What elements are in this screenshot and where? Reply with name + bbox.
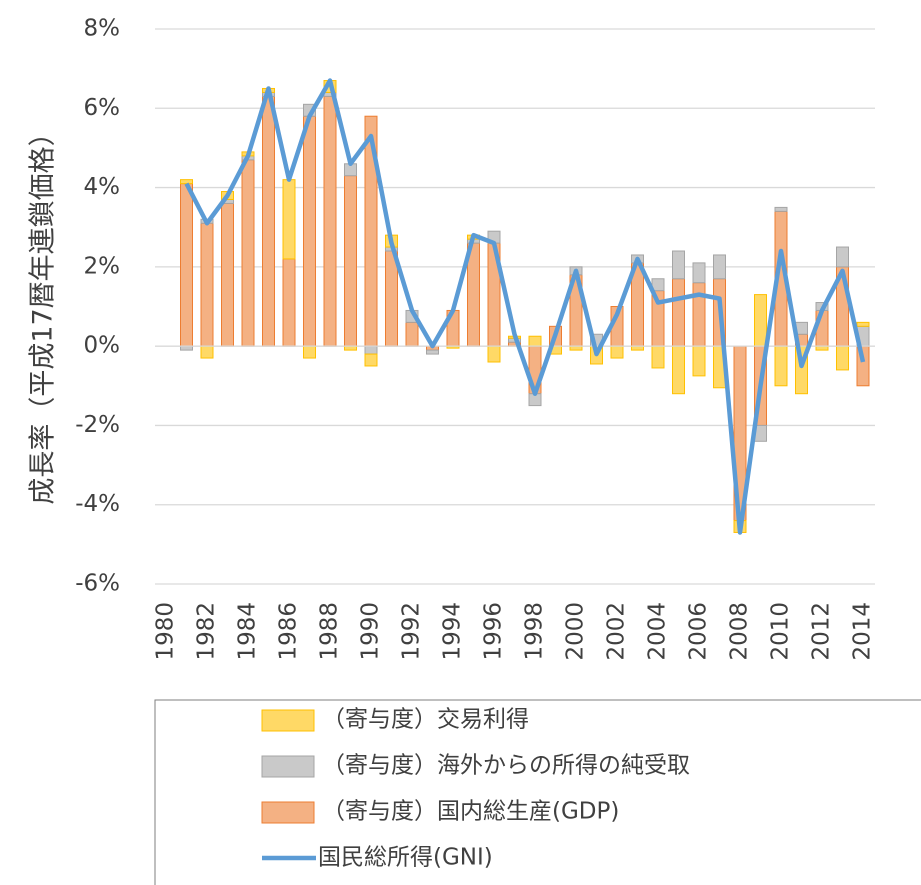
legend-label: （寄与度）海外からの所得の純受取 [322,753,690,779]
bar [385,250,398,347]
bar [344,175,357,347]
legend-swatch [261,709,315,732]
bar [200,222,214,347]
x-tick-label: 1996 [481,602,507,661]
y-tick-label: -4% [75,491,120,517]
x-tick-label: 1988 [317,602,343,661]
x-tick-label: 1984 [235,602,261,661]
x-tick-label: 2014 [850,602,876,661]
bar [323,95,337,347]
bar [672,250,685,280]
bar [774,345,788,387]
bar [528,335,542,347]
bar [692,345,706,377]
bar [836,345,849,371]
bar [221,202,234,347]
x-tick-label: 2010 [768,602,794,661]
x-tick-label: 1994 [440,602,466,661]
x-tick-label: 2006 [686,602,712,661]
line [184,78,866,535]
bar [364,353,378,367]
bar [774,206,788,212]
legend-label: （寄与度）国内総生産(GDP) [322,799,619,825]
y-axis-label: 成長率（平成17暦年連鎖価格） [28,119,59,504]
legend-swatch [261,801,315,824]
bar [672,278,685,347]
bar [754,294,767,347]
bar [303,115,316,347]
y-tick-label: 6% [84,95,121,121]
bar [180,183,193,347]
bar [610,345,624,359]
x-tick-label: 1990 [358,602,384,661]
bar [651,345,665,369]
bar [405,321,419,347]
x-tick-label: 2004 [645,602,671,661]
bar [487,345,501,363]
y-tick-label: 4% [84,174,121,200]
bar [180,179,193,185]
x-tick-label: 1986 [276,602,302,661]
bar [836,246,849,268]
y-tick-label: -6% [75,571,120,597]
bar [713,254,726,280]
bar [856,321,870,327]
y-tick-label: 8% [84,16,121,42]
bar [262,95,275,347]
x-tick-label: 2000 [563,602,589,661]
bar [692,282,706,347]
x-tick-label: 1998 [522,602,548,661]
x-tick-label: 1982 [194,602,220,661]
bar [200,345,214,359]
y-tick-label: 2% [84,253,121,279]
bar [364,345,378,355]
x-tick-label: 2002 [604,602,630,661]
bar [692,262,706,284]
bar [672,345,685,395]
bar [282,179,296,260]
bar [426,349,439,355]
y-tick-label: 0% [84,333,121,359]
bar [282,258,296,347]
legend-swatch [261,755,315,778]
bar [303,345,316,359]
legend-label: 国民総所得(GNI) [318,845,493,871]
y-tick-label: -2% [75,412,120,438]
x-tick-label: 1980 [153,602,179,661]
x-tick-label: 2012 [809,602,835,661]
legend-label: （寄与度）交易利得 [322,707,529,733]
bar [241,159,255,347]
x-tick-label: 1992 [399,602,425,661]
x-tick-label: 2008 [727,602,753,661]
